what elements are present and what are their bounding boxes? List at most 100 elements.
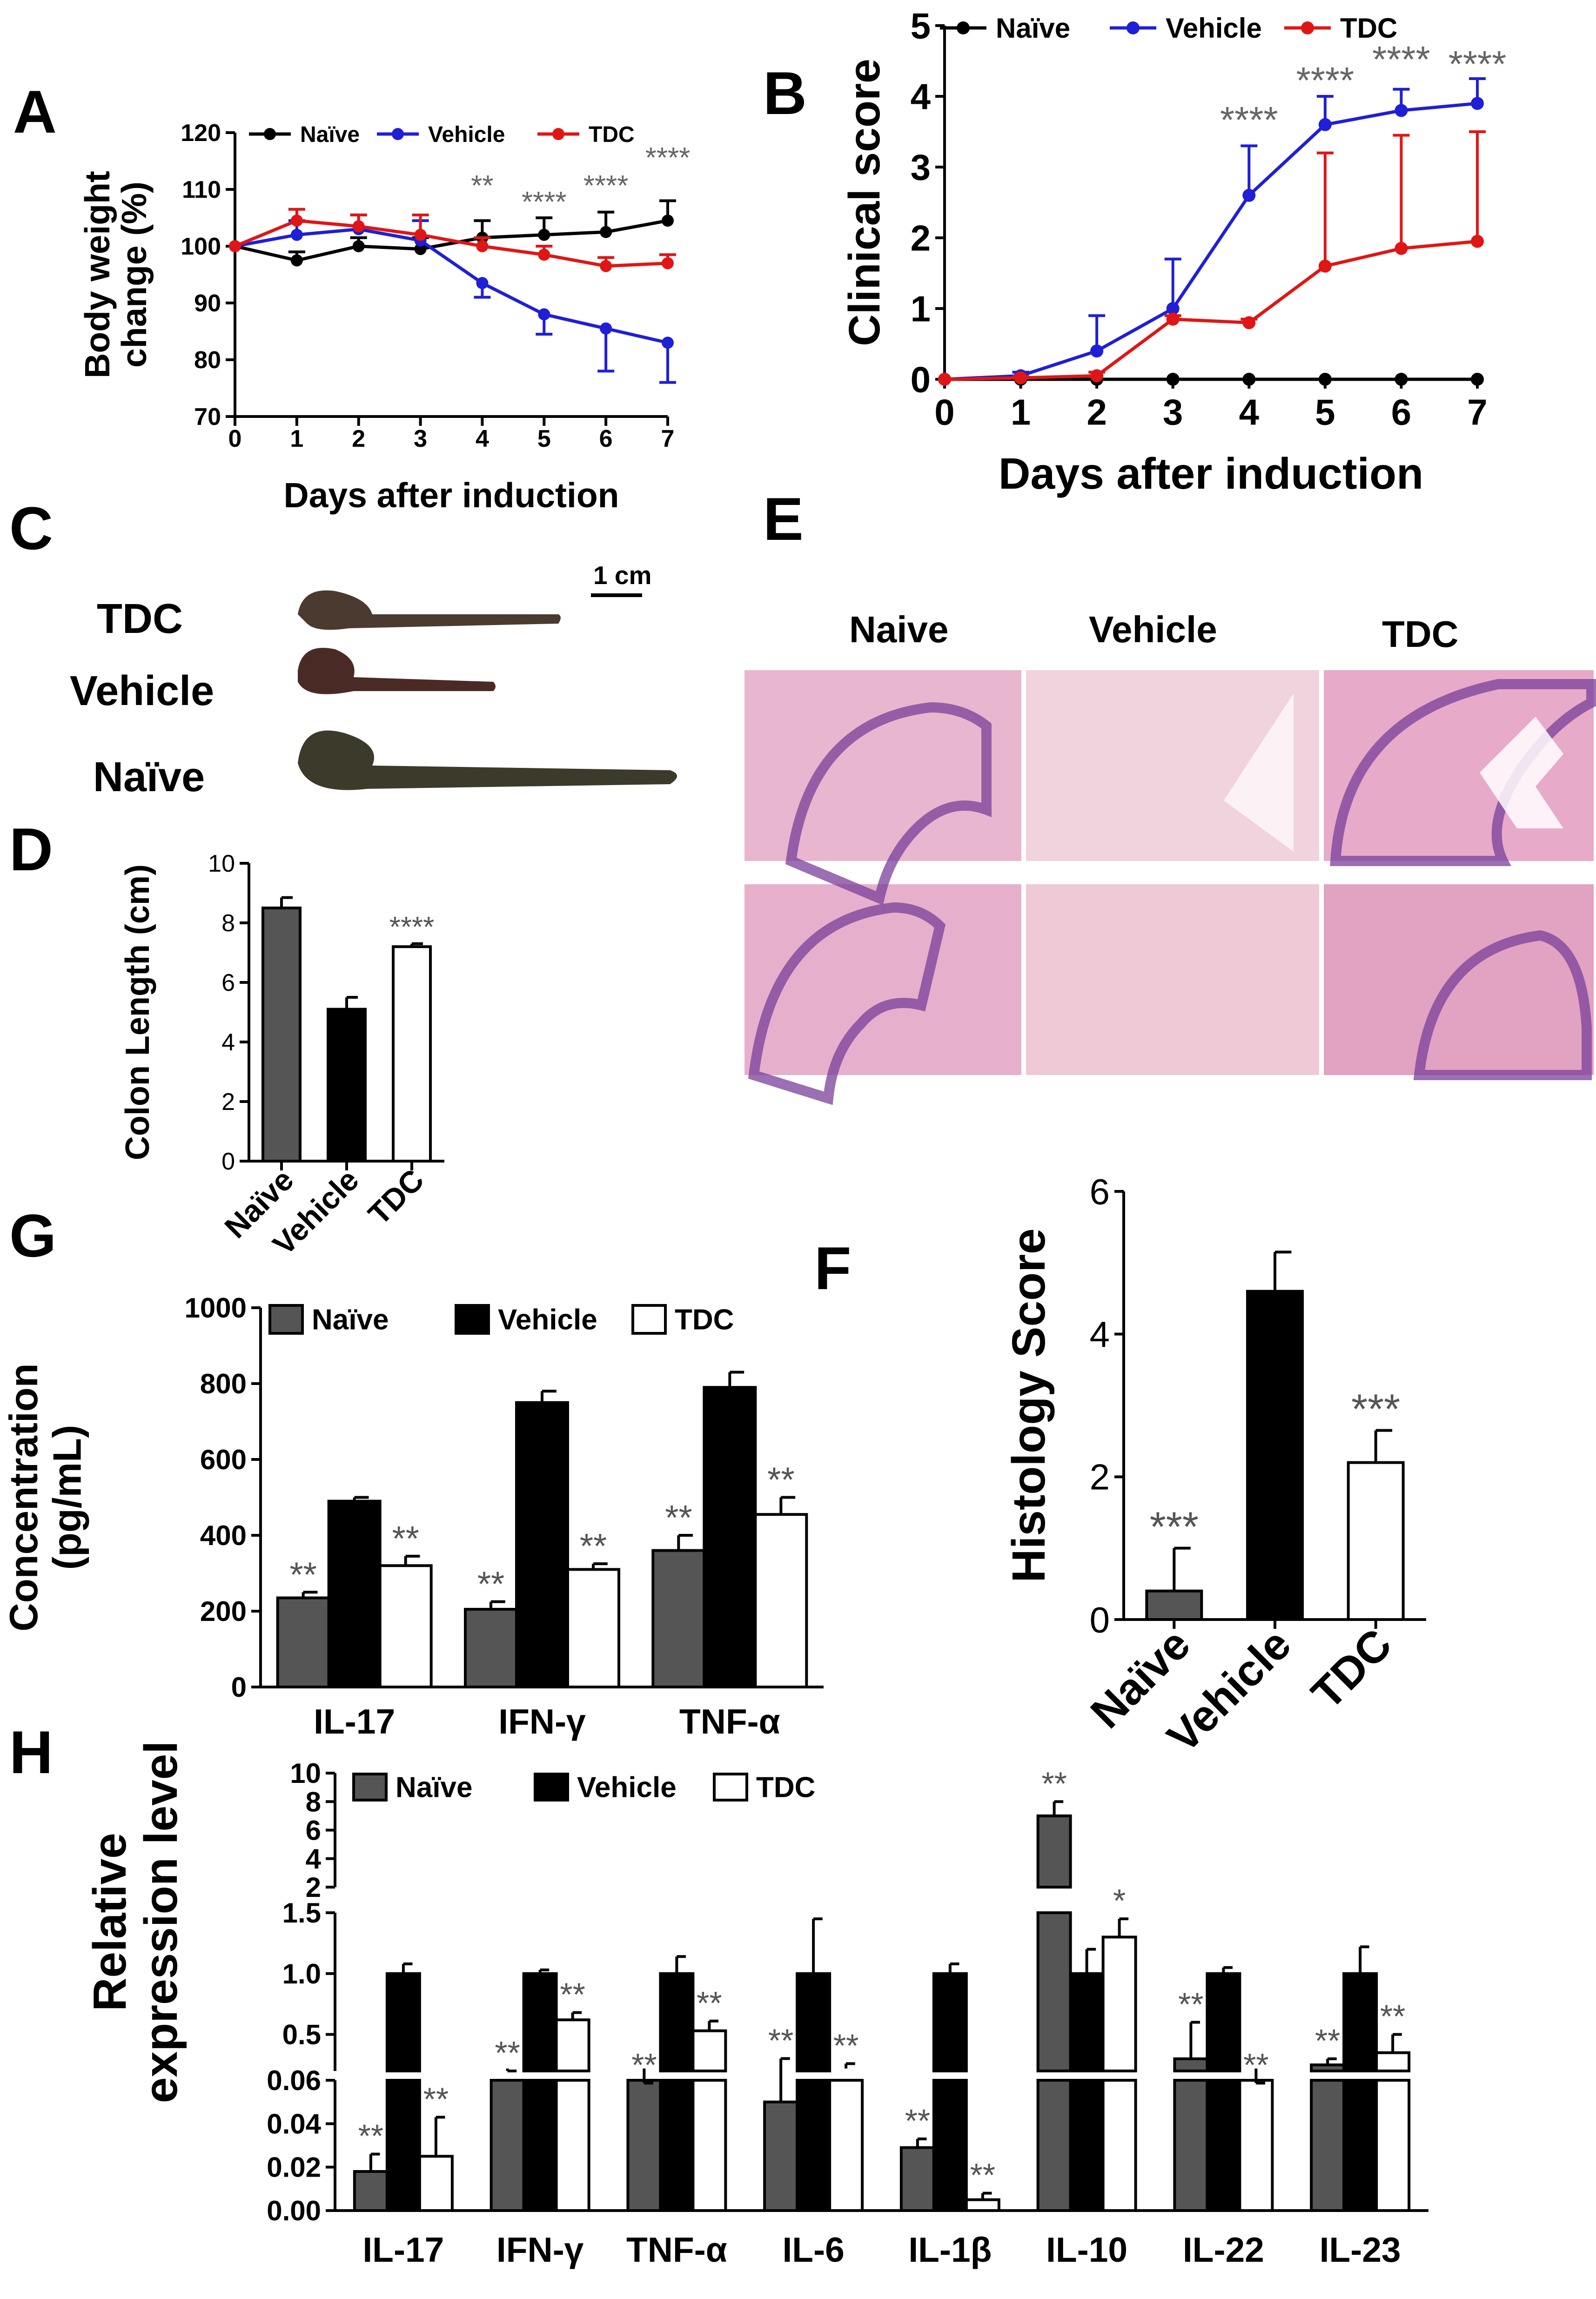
x-tick-label: IL-1β [908,2230,992,2269]
data-point [662,257,674,269]
significance-label: ** [1315,2023,1340,2059]
y-axis-label: Clinical score [840,59,889,346]
bar [1310,2063,1346,2072]
panel-e-col-tdc: TDC [1382,613,1458,655]
significance-label: ** [631,2047,657,2083]
x-tick-label: 6 [1391,392,1411,433]
bar [555,2018,590,2072]
series-line [944,240,1478,381]
y-tick-label: 10 [290,1758,321,1789]
y-axis-label: (pg/mL) [46,1425,90,1570]
data-point [1471,373,1484,386]
significance-label: ** [423,2081,449,2117]
panel-label-e: E [763,485,804,553]
y-tick-label: 0.5 [282,2019,321,2050]
data-point [600,226,612,238]
significance-label: **** [1372,39,1430,80]
significance-label: ** [1380,1998,1405,2035]
bar [1206,1972,1241,2072]
bar [555,2079,590,2212]
x-tick-label: 2 [352,425,365,452]
data-point [1242,316,1256,329]
x-tick-label: 5 [537,425,551,452]
significance-label: ** [905,2103,930,2139]
bar [1342,2079,1378,2212]
x-tick-label: IL-10 [1046,2230,1127,2269]
y-tick-label: 5 [911,5,931,46]
y-tick-label: 8 [221,910,235,937]
data-point [229,240,241,252]
y-tick-label: 0.00 [267,2195,321,2226]
x-tick-label: IL-22 [1183,2230,1264,2269]
bar [1036,2079,1072,2212]
y-tick-label: 6 [221,969,235,996]
x-tick-label: 0 [934,392,954,433]
significance-label: ** [289,1555,316,1594]
bar [1173,2057,1209,2073]
significance-label: ** [1243,2047,1268,2083]
legend-label: Naïve [312,1304,389,1336]
bar [385,1972,421,2072]
y-tick-label: 6 [306,1815,321,1846]
panel-label-g: G [9,1202,56,1270]
bar [1246,1290,1304,1621]
bar [418,2155,454,2212]
bar [353,2170,389,2212]
significance-label: ** [560,1976,585,2012]
panel-label-b: B [763,59,807,127]
legend-marker [552,128,564,140]
x-tick-label: TDC [362,1163,430,1231]
bar [651,1549,706,1689]
x-tick-label: IFN-γ [498,1702,586,1741]
data-point [600,260,612,272]
bar [566,1568,620,1689]
series-line [944,101,1478,381]
bar [1069,1972,1105,2072]
x-tick-label: 4 [1239,392,1259,433]
y-axis-label: Relative [84,1833,136,2011]
significance-label: ** [358,2118,383,2154]
bar [899,2146,935,2212]
bar [691,2029,727,2073]
legend-label: Vehicle [577,1772,677,1804]
chart-a: 70 80 90 100 110 120 0 1 2 3 4 5 6 7 Days after induct… [78,120,690,515]
significance-label: ** [477,1565,504,1604]
y-tick-label: 0 [231,1672,247,1703]
bar [1310,2079,1346,2212]
y-tick-label: 4 [221,1029,235,1056]
bar [262,907,302,1163]
y-axis-label: expression level [135,1741,187,2103]
series-line [234,219,668,268]
histology-naive-2 [744,884,1021,1075]
bar [703,1386,757,1688]
significance-label: ** [665,1498,692,1537]
bar [1101,1936,1137,2072]
data-point [1471,97,1484,110]
panel-c-label-vehicle: Vehicle [70,668,214,714]
significance-label: **** [389,911,435,943]
legend-label: Vehicle [1166,13,1262,44]
significance-label: ** [1041,1765,1066,1802]
significance-label: * [1113,1882,1126,1919]
y-tick-label: 0.04 [267,2108,321,2139]
bar [1173,2079,1209,2212]
legend-swatch [631,1304,667,1335]
legend-marker [392,128,404,140]
significance-label: ** [697,1985,722,2021]
histology-tdc-lumen [1480,717,1563,828]
panel-c-label-naive: Naïve [93,754,205,800]
data-point [1166,373,1180,386]
colon-naive-image [298,730,677,790]
data-point [1318,259,1332,273]
x-tick-label: TDC [1302,1620,1402,1719]
data-point [1166,302,1180,315]
x-tick-label: TNF-α [679,1702,780,1741]
data-point [352,240,365,252]
data-point [414,243,427,255]
data-point [1318,118,1332,131]
series-line [235,219,668,262]
x-tick-label: 3 [1163,392,1183,433]
legend-swatch [455,1304,490,1335]
y-tick-label: 2 [221,1089,235,1116]
